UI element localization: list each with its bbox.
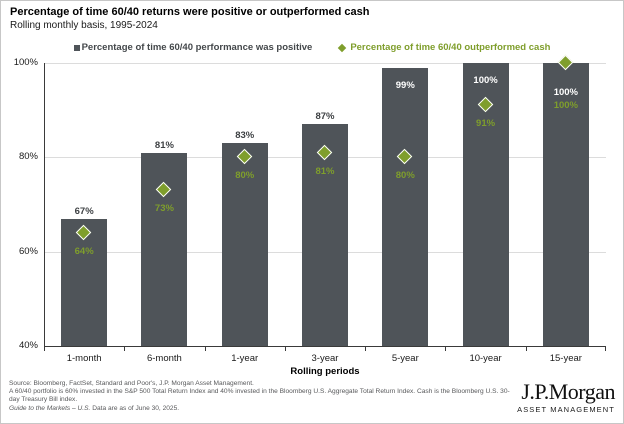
diamond-value-label-5-year: 80%	[395, 170, 415, 182]
x-axis-line	[44, 346, 606, 347]
diamond-value-label-10-year: 91%	[476, 118, 496, 130]
brand-block: J.P.Morgan ASSET MANAGEMENT	[517, 379, 617, 415]
x-axis-label-6-month: 6-month	[146, 353, 182, 364]
y-axis-label-40: 40%	[18, 340, 38, 351]
footnote-gtm-title: Guide to the Markets – U.S.	[9, 404, 91, 412]
x-tick-6	[525, 347, 527, 351]
footnote-source: Source: Bloomberg, FactSet, Standard and…	[9, 380, 254, 387]
bar-series-marker-icon	[73, 44, 80, 51]
legend-label-cash: Percentage of time 60/40 outperformed ca…	[350, 42, 551, 53]
bar-value-label-6-month: 81%	[154, 139, 174, 151]
x-axis-label-1-year: 1-year	[231, 353, 259, 364]
diamond-value-label-1-month: 64%	[74, 245, 94, 257]
bar-1-month	[61, 218, 108, 346]
bar-value-label-1-month: 67%	[74, 205, 94, 217]
legend-label-positive: Percentage of time 60/40 performance was…	[81, 42, 313, 53]
legend-item-cash: Percentage of time 60/40 outperformed ca…	[338, 42, 550, 53]
footer: Source: Bloomberg, FactSet, Standard and…	[9, 379, 617, 415]
x-axis-label-15-year: 15-year	[549, 353, 582, 364]
diamond-value-label-1-year: 80%	[235, 170, 255, 182]
x-axis-label-10-year: 10-year	[469, 353, 502, 364]
bar-value-label-1-year: 83%	[235, 130, 255, 142]
page-subtitle: Rolling monthly basis, 1995-2024	[10, 20, 158, 31]
x-tick-0	[44, 347, 45, 351]
plot-area: 67% 64% 1-month 81% 73% 6-month 83% 80% 1-year 87…	[44, 54, 606, 364]
jpmorgan-logo: J.P.Morgan	[521, 379, 615, 404]
bar-1-year	[221, 143, 268, 346]
x-axis-title: Rolling periods	[290, 366, 360, 377]
bar-value-label-10-year: 100%	[473, 75, 498, 86]
footnote-gtm: Guide to the Markets – U.S. Data are as …	[9, 405, 511, 413]
chart-legend: Percentage of time 60/40 performance was…	[1, 42, 623, 53]
bar-3-year	[302, 124, 348, 346]
x-tick-1	[124, 347, 126, 351]
x-tick-4	[365, 347, 367, 351]
page-title: Percentage of time 60/40 returns were po…	[10, 6, 370, 18]
diamond-value-label-3-year: 81%	[315, 165, 335, 177]
x-tick-7	[605, 347, 606, 351]
brand-division: ASSET MANAGEMENT	[517, 405, 615, 414]
footnotes: Source: Bloomberg, FactSet, Standard and…	[9, 380, 511, 414]
bar-6-month	[141, 152, 188, 346]
x-tick-3	[284, 347, 286, 351]
bar-value-label-5-year: 99%	[395, 79, 415, 91]
x-tick-2	[204, 347, 206, 351]
y-axis-line	[44, 63, 45, 346]
y-axis-label-60: 60%	[18, 245, 38, 257]
bar-value-label-15-year: 100%	[553, 87, 578, 98]
y-axis-label-100: 100%	[13, 57, 38, 68]
gridline-100	[44, 63, 606, 64]
x-axis-label-3-year: 3-year	[311, 353, 339, 364]
bar-5-year	[382, 67, 429, 346]
diamond-value-label-6-month: 73%	[154, 203, 174, 215]
bar-value-label-3-year: 87%	[315, 111, 335, 123]
footnote-gtm-date: Data are as of June 30, 2025.	[90, 404, 180, 412]
legend-item-positive: Percentage of time 60/40 performance was…	[73, 42, 313, 53]
x-tick-5	[445, 347, 447, 351]
y-axis-label-80: 80%	[18, 151, 38, 163]
diamond-value-label-15-year: 100%	[553, 100, 578, 111]
x-axis-label-5-year: 5-year	[391, 353, 419, 364]
footnote-definition: A 60/40 portfolio is 60% invested in the…	[9, 388, 510, 404]
chart-area: 67% 64% 1-month 81% 73% 6-month 83% 80% 1-year 87…	[1, 1, 623, 381]
bar-15-year	[542, 63, 589, 346]
x-axis-label-1-month: 1-month	[66, 353, 102, 364]
